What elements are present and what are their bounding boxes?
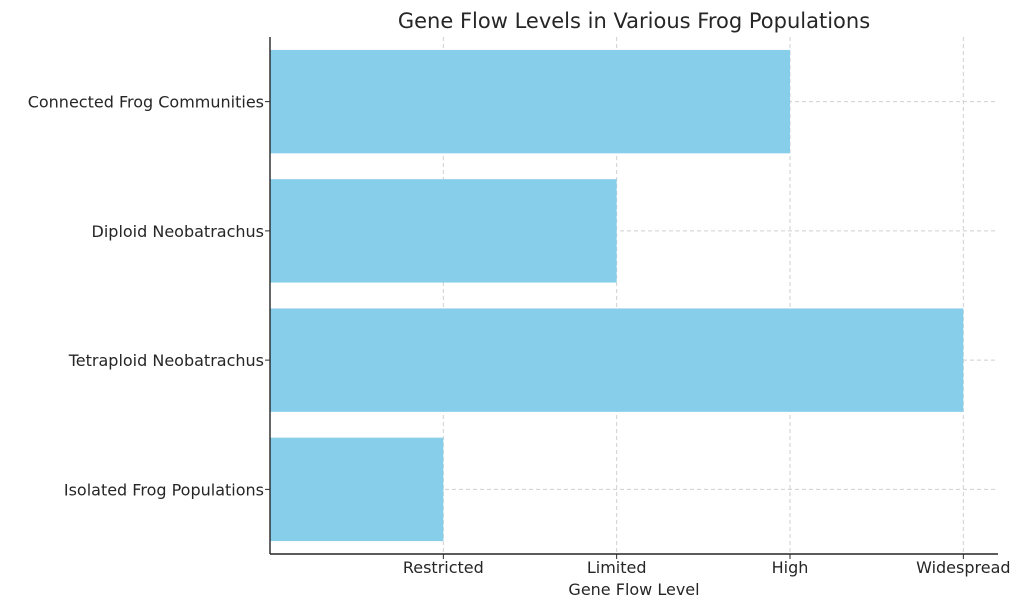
y-tick-label: Diploid Neobatrachus [92, 222, 264, 241]
bar [270, 437, 444, 542]
x-axis-label: Gene Flow Level [568, 580, 699, 599]
x-tick-label: Restricted [403, 558, 484, 577]
y-tick-label: Connected Frog Communities [28, 93, 264, 112]
y-tick-labels: Connected Frog Communities Diploid Neobat… [28, 93, 270, 499]
y-tick-label: Tetraploid Neobatrachus [68, 351, 264, 370]
chart-title: Gene Flow Levels in Various Frog Populat… [398, 9, 870, 33]
x-tick-label: Limited [587, 558, 647, 577]
bar [270, 308, 964, 412]
x-tick-labels: Restricted Limited High Widespread [403, 558, 1011, 577]
bars-layer [270, 49, 964, 542]
x-tick-label: Widespread [916, 558, 1010, 577]
y-tick-label: Isolated Frog Populations [64, 480, 264, 499]
bar [270, 179, 617, 283]
x-tick-label: High [772, 558, 809, 577]
bar [270, 49, 790, 154]
